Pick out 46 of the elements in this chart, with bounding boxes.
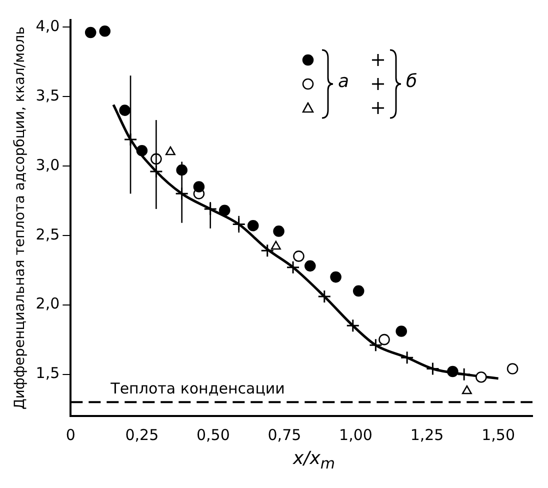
point <box>84 26 96 38</box>
x-tick-label: 1,00 <box>339 426 372 444</box>
point <box>506 363 518 374</box>
point <box>368 338 382 352</box>
point <box>119 104 130 116</box>
point <box>286 260 300 274</box>
point <box>218 204 230 216</box>
point <box>476 371 487 383</box>
point <box>136 144 148 156</box>
point <box>330 271 342 283</box>
point <box>352 285 364 297</box>
point <box>124 132 138 146</box>
point <box>193 181 205 192</box>
point <box>270 240 281 250</box>
point <box>293 250 304 262</box>
point <box>304 260 316 272</box>
y-tick-label: 4,0 <box>36 16 60 35</box>
point <box>273 226 284 237</box>
y-tick-label: 1,5 <box>36 364 60 382</box>
y-axis-title: Дифференциальная теплота адсорбции, ккал/моль <box>12 26 28 410</box>
x-tick-label: 0,75 <box>268 426 302 444</box>
point <box>346 318 360 332</box>
point <box>378 334 390 346</box>
point <box>400 350 414 364</box>
y-tick-label: 2,0 <box>36 294 60 313</box>
y-tick-label: 3,0 <box>36 156 60 174</box>
point <box>247 220 259 232</box>
legend-label: а <box>338 71 350 92</box>
y-tick-label: 2,5 <box>36 225 60 244</box>
point <box>260 244 274 258</box>
ref-line-label: Теплота конденсации <box>110 379 285 398</box>
x-axis-title: x/x$_{m}$ <box>292 448 336 473</box>
x-tick-label: 0,50 <box>196 426 230 444</box>
point <box>165 146 176 156</box>
x-tick-label: 0 <box>66 426 76 444</box>
legend-label: б <box>406 71 418 92</box>
point <box>426 362 440 376</box>
point <box>447 366 458 378</box>
x-tick-label: 1,25 <box>410 426 444 444</box>
point <box>462 385 472 394</box>
x-tick-label: 0,25 <box>125 426 159 444</box>
point <box>99 25 111 37</box>
y-tick-label: 3,5 <box>36 86 60 104</box>
point <box>396 326 408 337</box>
x-tick-label: 1,50 <box>482 426 515 444</box>
point <box>318 290 332 304</box>
